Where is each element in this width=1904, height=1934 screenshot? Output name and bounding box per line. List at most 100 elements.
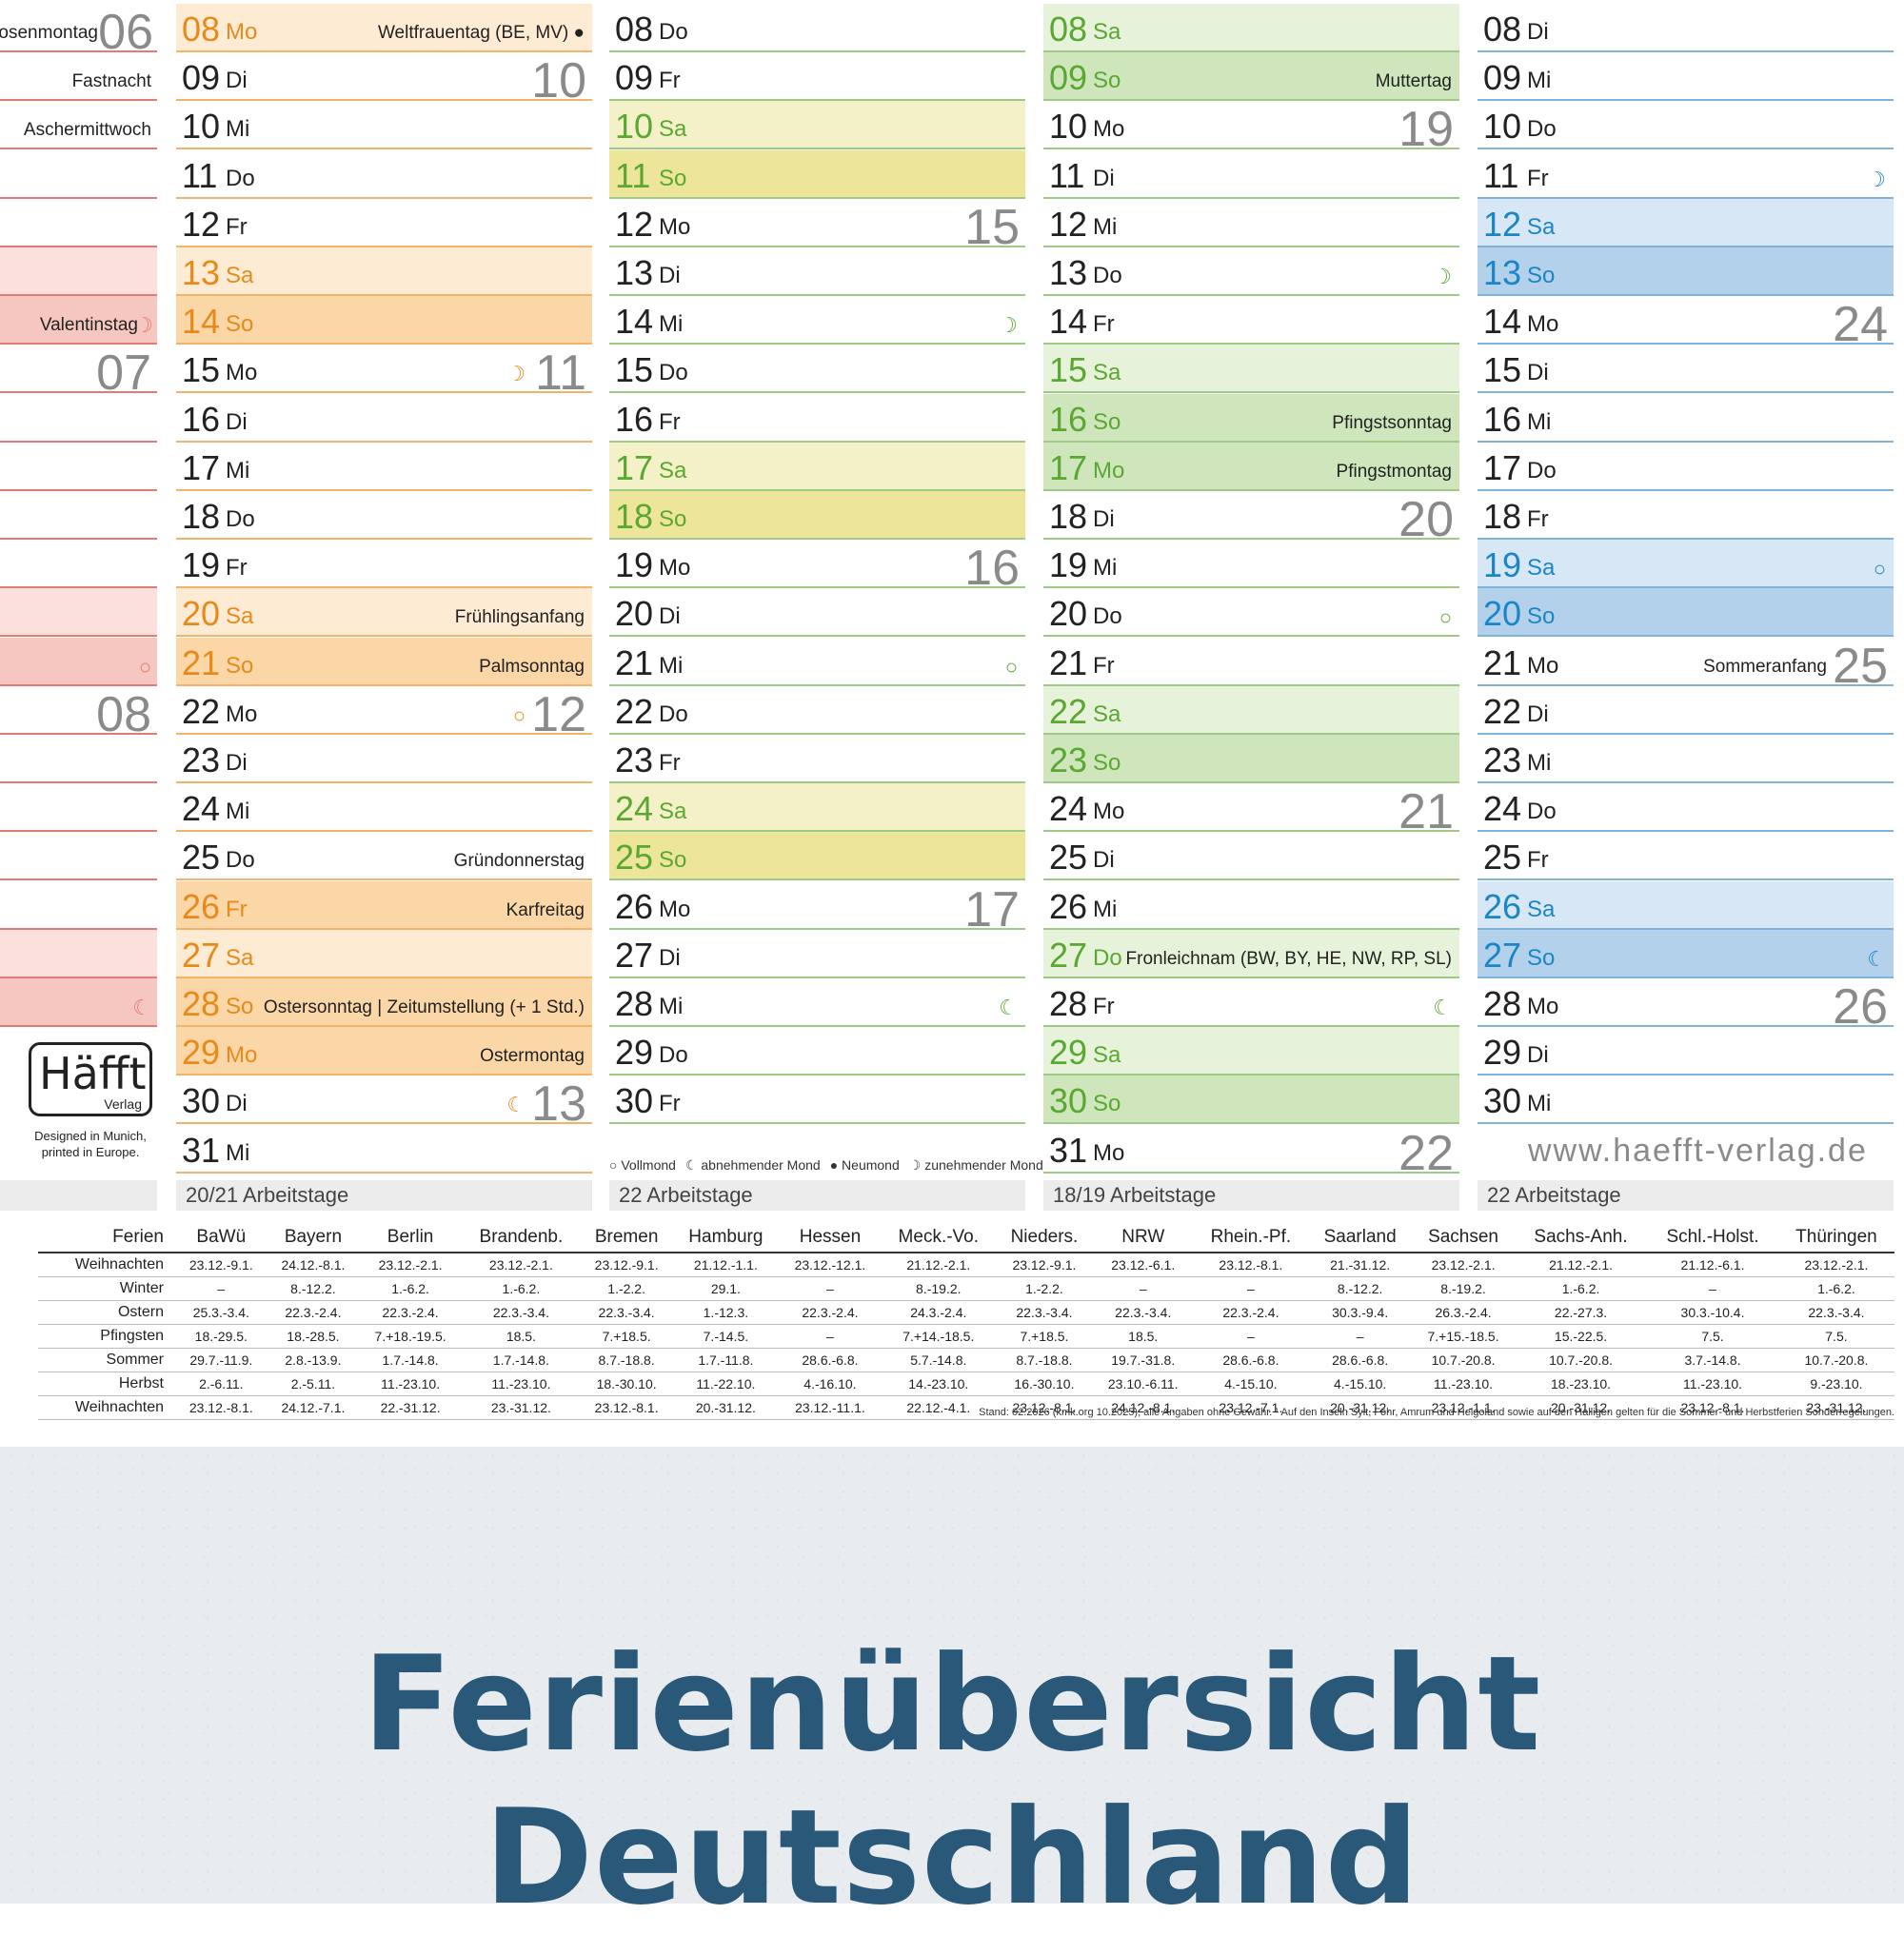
holiday-label: Ostermontag bbox=[480, 1046, 585, 1067]
day-row: 08 Sa bbox=[1043, 4, 1459, 52]
ferien-cell: 16.-30.10. bbox=[996, 1372, 1093, 1396]
holiday-label: Weltfrauentag (BE, MV) ● bbox=[377, 23, 585, 43]
weekday: Do bbox=[226, 506, 255, 532]
weekday: Mo bbox=[226, 1042, 258, 1069]
week-number: 13 bbox=[531, 1076, 586, 1133]
day-row: 09 Di 10 bbox=[176, 52, 592, 109]
state-header: Schl.-Holst. bbox=[1647, 1223, 1778, 1253]
ferien-cell: 28.6.-6.8. bbox=[1308, 1348, 1413, 1372]
week-number: 19 bbox=[1398, 102, 1454, 158]
week-number: 11 bbox=[535, 345, 586, 402]
day-row: 11 So bbox=[609, 149, 1025, 199]
day-number: 19 bbox=[1483, 545, 1522, 585]
period-label: Pfingsten bbox=[38, 1324, 175, 1349]
weekday: So bbox=[1093, 1091, 1121, 1117]
weekday: Di bbox=[226, 1091, 248, 1117]
day-number: 22 bbox=[615, 691, 654, 731]
day-row: 11 Di bbox=[1043, 150, 1459, 199]
weekday: Sa bbox=[1093, 360, 1121, 386]
day-number: 15 bbox=[182, 350, 221, 390]
weekday: So bbox=[226, 652, 254, 679]
weekday: Di bbox=[659, 944, 681, 971]
left-label-row bbox=[0, 149, 157, 199]
day-row: 29 Sa bbox=[1043, 1027, 1459, 1076]
day-number: 31 bbox=[1049, 1130, 1088, 1170]
day-number: 21 bbox=[615, 642, 654, 682]
weekday: So bbox=[659, 506, 687, 532]
weekday: Do bbox=[1093, 944, 1122, 971]
ferien-cell: 5.7.-14.8. bbox=[881, 1348, 997, 1372]
day-row: 18 So bbox=[609, 491, 1025, 540]
weekday: Sa bbox=[226, 944, 254, 971]
day-row: 28 Fr ☾ bbox=[1043, 978, 1459, 1027]
ferien-cell: 1.-2.2. bbox=[580, 1276, 673, 1301]
ferien-cell: 7.+14.-18.5. bbox=[881, 1324, 997, 1349]
moon-icon: ☾ bbox=[132, 996, 151, 1019]
day-row: 26 Sa bbox=[1478, 880, 1894, 930]
ferien-cell: 15.-22.5. bbox=[1514, 1324, 1648, 1349]
ferien-cell: 21.12.-1.1. bbox=[672, 1253, 780, 1277]
day-number: 29 bbox=[1483, 1033, 1522, 1073]
weekday: Mi bbox=[1527, 408, 1552, 435]
day-row: 11 Do bbox=[176, 150, 592, 199]
moon-icon: ☽ bbox=[999, 313, 1018, 338]
ferien-cell: 2.8.-13.9. bbox=[267, 1348, 360, 1372]
holiday-label: Ostersonntag | Zeitumstellung (+ 1 Std.) bbox=[263, 997, 585, 1017]
day-row: 18 Do bbox=[176, 491, 592, 540]
day-number: 12 bbox=[1483, 204, 1522, 244]
ferien-cell: 7.+18.-19.5. bbox=[359, 1324, 462, 1349]
day-number: 08 bbox=[615, 10, 654, 49]
day-number: 27 bbox=[1483, 935, 1522, 975]
day-number: 09 bbox=[1483, 58, 1522, 98]
day-row: 17 Do bbox=[1478, 443, 1894, 491]
day-row: 17 Sa bbox=[609, 442, 1025, 491]
day-row: 19 Mo 16 bbox=[609, 540, 1025, 596]
weekday: Fr bbox=[659, 1091, 681, 1117]
weekday: Mi bbox=[1093, 896, 1118, 922]
ferien-cell: 20.-31.12. bbox=[672, 1395, 780, 1420]
day-number: 16 bbox=[1049, 399, 1088, 439]
ferien-cell: 21.12.-2.1. bbox=[1514, 1253, 1648, 1277]
day-row: 15 Di bbox=[1478, 345, 1894, 394]
day-number: 19 bbox=[1049, 545, 1088, 585]
ferien-cell: 23.12.-2.1. bbox=[1777, 1253, 1894, 1277]
ferien-table: Ferien BaWü Bayern Berlin Brandenb. Bremen Ham… bbox=[38, 1223, 1894, 1420]
day-number: 25 bbox=[182, 838, 221, 878]
weekday: Di bbox=[226, 408, 248, 435]
day-row: 28 Mi ☾ bbox=[609, 978, 1025, 1027]
day-row: 26 Fr Karfreitag bbox=[176, 880, 592, 930]
weekday: Di bbox=[659, 263, 681, 288]
weekday: Di bbox=[659, 603, 681, 630]
calendar-sheet: Rosenmontag06 Fastnacht Aschermittwoch Vale… bbox=[0, 4, 1894, 1420]
designed-note: Designed in Munich, printed in Europe. bbox=[34, 1129, 147, 1159]
day-row: 16 So Pfingstsonntag bbox=[1043, 393, 1459, 443]
weekday: Mo bbox=[659, 555, 691, 582]
day-row: 30 Di 13 ☾ bbox=[176, 1076, 592, 1132]
day-row: 08 Mo Weltfrauentag (BE, MV) ● bbox=[176, 4, 592, 52]
period-label: Ostern bbox=[38, 1300, 175, 1325]
day-number: 22 bbox=[182, 691, 221, 731]
weekday: Di bbox=[1527, 1042, 1549, 1069]
left-label: Fastnacht bbox=[71, 71, 151, 92]
holiday-label: Pfingstsonntag bbox=[1332, 412, 1452, 433]
day-number: 13 bbox=[615, 253, 654, 292]
weekday: Sa bbox=[659, 116, 687, 143]
weekday: Mo bbox=[1527, 652, 1559, 679]
left-label-row bbox=[0, 832, 157, 881]
day-row: 22 Di bbox=[1478, 686, 1894, 735]
holiday-label: Frühlingsanfang bbox=[454, 607, 585, 628]
day-number: 29 bbox=[182, 1033, 221, 1073]
period-label: Herbst bbox=[38, 1372, 175, 1396]
ferien-cell: 22.3.-2.4. bbox=[267, 1300, 360, 1325]
week-number: 21 bbox=[1398, 784, 1454, 840]
state-header: Saarland bbox=[1308, 1223, 1413, 1253]
ferien-cell: 23.12.-12.1. bbox=[779, 1253, 882, 1277]
ferien-cell: 8.7.-18.8. bbox=[996, 1348, 1093, 1372]
ferien-cell: 23.12.-2.1. bbox=[359, 1253, 462, 1277]
moon-legend: ○ Vollmond ☾ abnehmender Mond ● Neumond ☽ z… bbox=[609, 1157, 1053, 1174]
day-row: 12 Sa bbox=[1478, 198, 1894, 247]
left-label-row: ○ bbox=[0, 637, 157, 686]
day-number: 17 bbox=[1483, 447, 1522, 487]
day-row: 18 Di 20 bbox=[1043, 491, 1459, 547]
ferien-cell: 22.3.-3.4. bbox=[1777, 1300, 1894, 1325]
